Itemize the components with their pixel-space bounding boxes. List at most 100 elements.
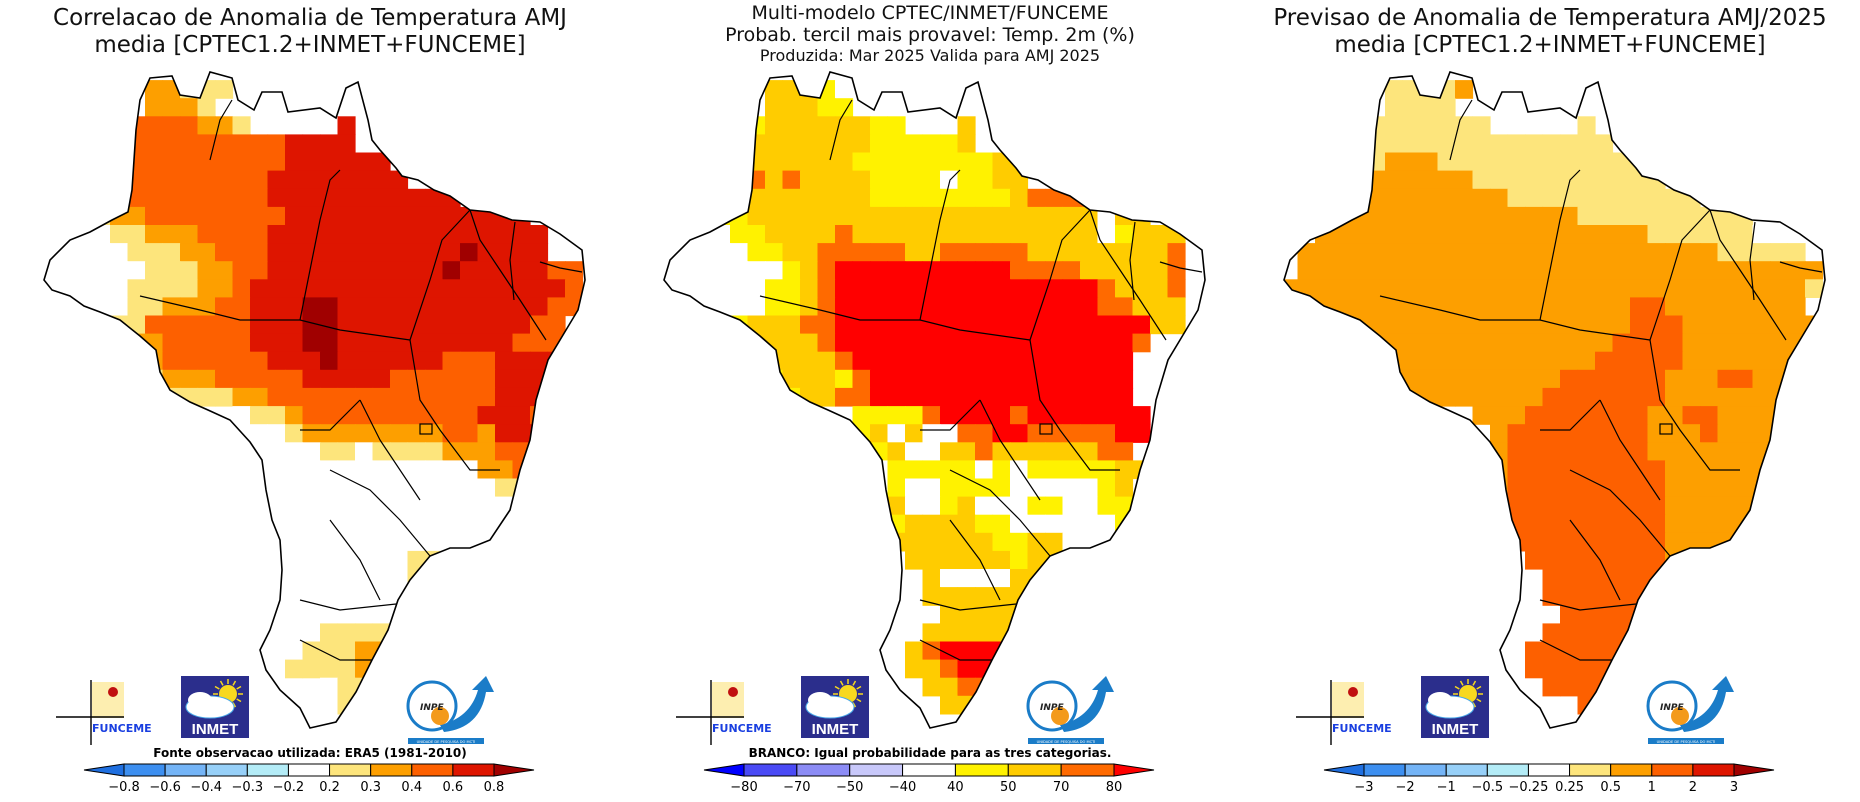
grid-cell <box>1062 206 1081 226</box>
state-border <box>299 639 372 661</box>
state-border <box>949 519 1001 601</box>
grid-cell <box>372 659 391 679</box>
grid-cell <box>1560 587 1579 606</box>
grid-cell <box>302 406 321 425</box>
grid-cell <box>197 152 216 172</box>
grid-cell <box>320 478 339 498</box>
grid-cell <box>1297 243 1316 262</box>
grid-cell <box>215 80 234 99</box>
grid-cell <box>337 279 356 298</box>
grid-cell <box>1665 279 1684 298</box>
grid-cell <box>1647 206 1666 226</box>
grid-cell <box>1735 532 1754 552</box>
grid-cell <box>1420 261 1439 280</box>
grid-cell <box>180 152 199 172</box>
grid-cell <box>495 279 514 298</box>
grid-cell <box>1595 623 1614 643</box>
grid-cell <box>267 333 286 353</box>
grid-cell <box>1045 605 1064 624</box>
grid-cell <box>530 261 549 280</box>
grid-cell <box>1752 369 1771 389</box>
grid-cell <box>1542 333 1561 353</box>
grid-cell <box>215 116 234 135</box>
grid-cell <box>145 351 164 371</box>
grid-cell <box>1595 243 1614 262</box>
grid-cell <box>992 261 1011 280</box>
grid-cell <box>1735 297 1754 317</box>
grid-cell <box>1045 569 1064 588</box>
grid-cell <box>1080 225 1099 244</box>
grid-cell <box>922 659 941 679</box>
colorbar-segment <box>1404 763 1447 777</box>
grid-cell <box>1507 424 1526 443</box>
grid-cell <box>355 225 374 244</box>
grid-cell <box>975 206 994 226</box>
state-border <box>1539 639 1612 661</box>
grid-cell <box>320 641 339 661</box>
grid-cell <box>1385 80 1404 99</box>
grid-cell <box>162 315 181 335</box>
grid-cell <box>232 134 251 154</box>
grid-cell <box>1420 297 1439 317</box>
grid-cell <box>1682 261 1701 280</box>
grid-cell <box>285 424 304 443</box>
grid-cell <box>1062 605 1081 624</box>
grid-cell <box>337 116 356 135</box>
grid-cell <box>92 170 111 190</box>
grid-cell <box>1595 641 1614 661</box>
grid-cell <box>1717 442 1736 461</box>
grid-cell <box>887 134 906 154</box>
grid-cell <box>1402 261 1421 280</box>
grid-cell <box>905 532 924 552</box>
state-border <box>1709 209 1787 341</box>
grid-cell <box>1595 532 1614 552</box>
grid-cell <box>1595 351 1614 371</box>
grid-cell <box>782 261 801 280</box>
grid-cell <box>407 514 426 534</box>
grid-cell <box>1045 225 1064 244</box>
colorbar-segment <box>1569 763 1612 777</box>
grid-cell <box>730 134 749 154</box>
colorbar-segment <box>164 763 207 777</box>
grid-cell <box>1132 243 1151 262</box>
grid-cell <box>372 225 391 244</box>
grid-cell <box>1402 206 1421 226</box>
grid-cell <box>975 496 994 516</box>
grid-cell <box>957 116 976 135</box>
grid-cell <box>975 514 994 534</box>
grid-cell <box>1472 243 1491 262</box>
state-border <box>1159 261 1203 273</box>
grid-cell <box>1630 532 1649 552</box>
grid-cell <box>1770 261 1789 280</box>
grid-cell <box>337 225 356 244</box>
grid-cell <box>905 333 924 353</box>
grid-cell <box>250 369 269 389</box>
grid-cell <box>835 279 854 298</box>
grid-cell <box>1735 496 1754 516</box>
grid-cell <box>747 333 766 353</box>
grid-cell <box>302 243 321 262</box>
grid-cell <box>1647 297 1666 317</box>
grid-cell <box>800 134 819 154</box>
grid-cell <box>835 351 854 371</box>
grid-cell <box>180 243 199 262</box>
grid-cell <box>677 315 696 335</box>
grid-cell <box>975 243 994 262</box>
grid-cell <box>1284 297 1299 317</box>
inpe-label: INPE <box>420 703 444 713</box>
grid-cell <box>747 315 766 335</box>
grid-cell <box>905 478 924 498</box>
white-legend-note: BRANCO: Igual probabilidade para as tres… <box>748 746 1112 760</box>
grid-cell <box>495 261 514 280</box>
grid-cell <box>817 206 836 226</box>
country-outline <box>1283 71 1826 729</box>
grid-cell <box>1472 134 1491 154</box>
grid-cell <box>1595 369 1614 389</box>
grid-cell <box>782 116 801 135</box>
grid-cell <box>110 225 129 244</box>
grid-cell <box>1167 261 1186 280</box>
grid-cell <box>782 351 801 371</box>
grid-cell <box>1115 460 1134 480</box>
grid-cell <box>835 98 854 117</box>
grid-cell <box>800 152 819 172</box>
